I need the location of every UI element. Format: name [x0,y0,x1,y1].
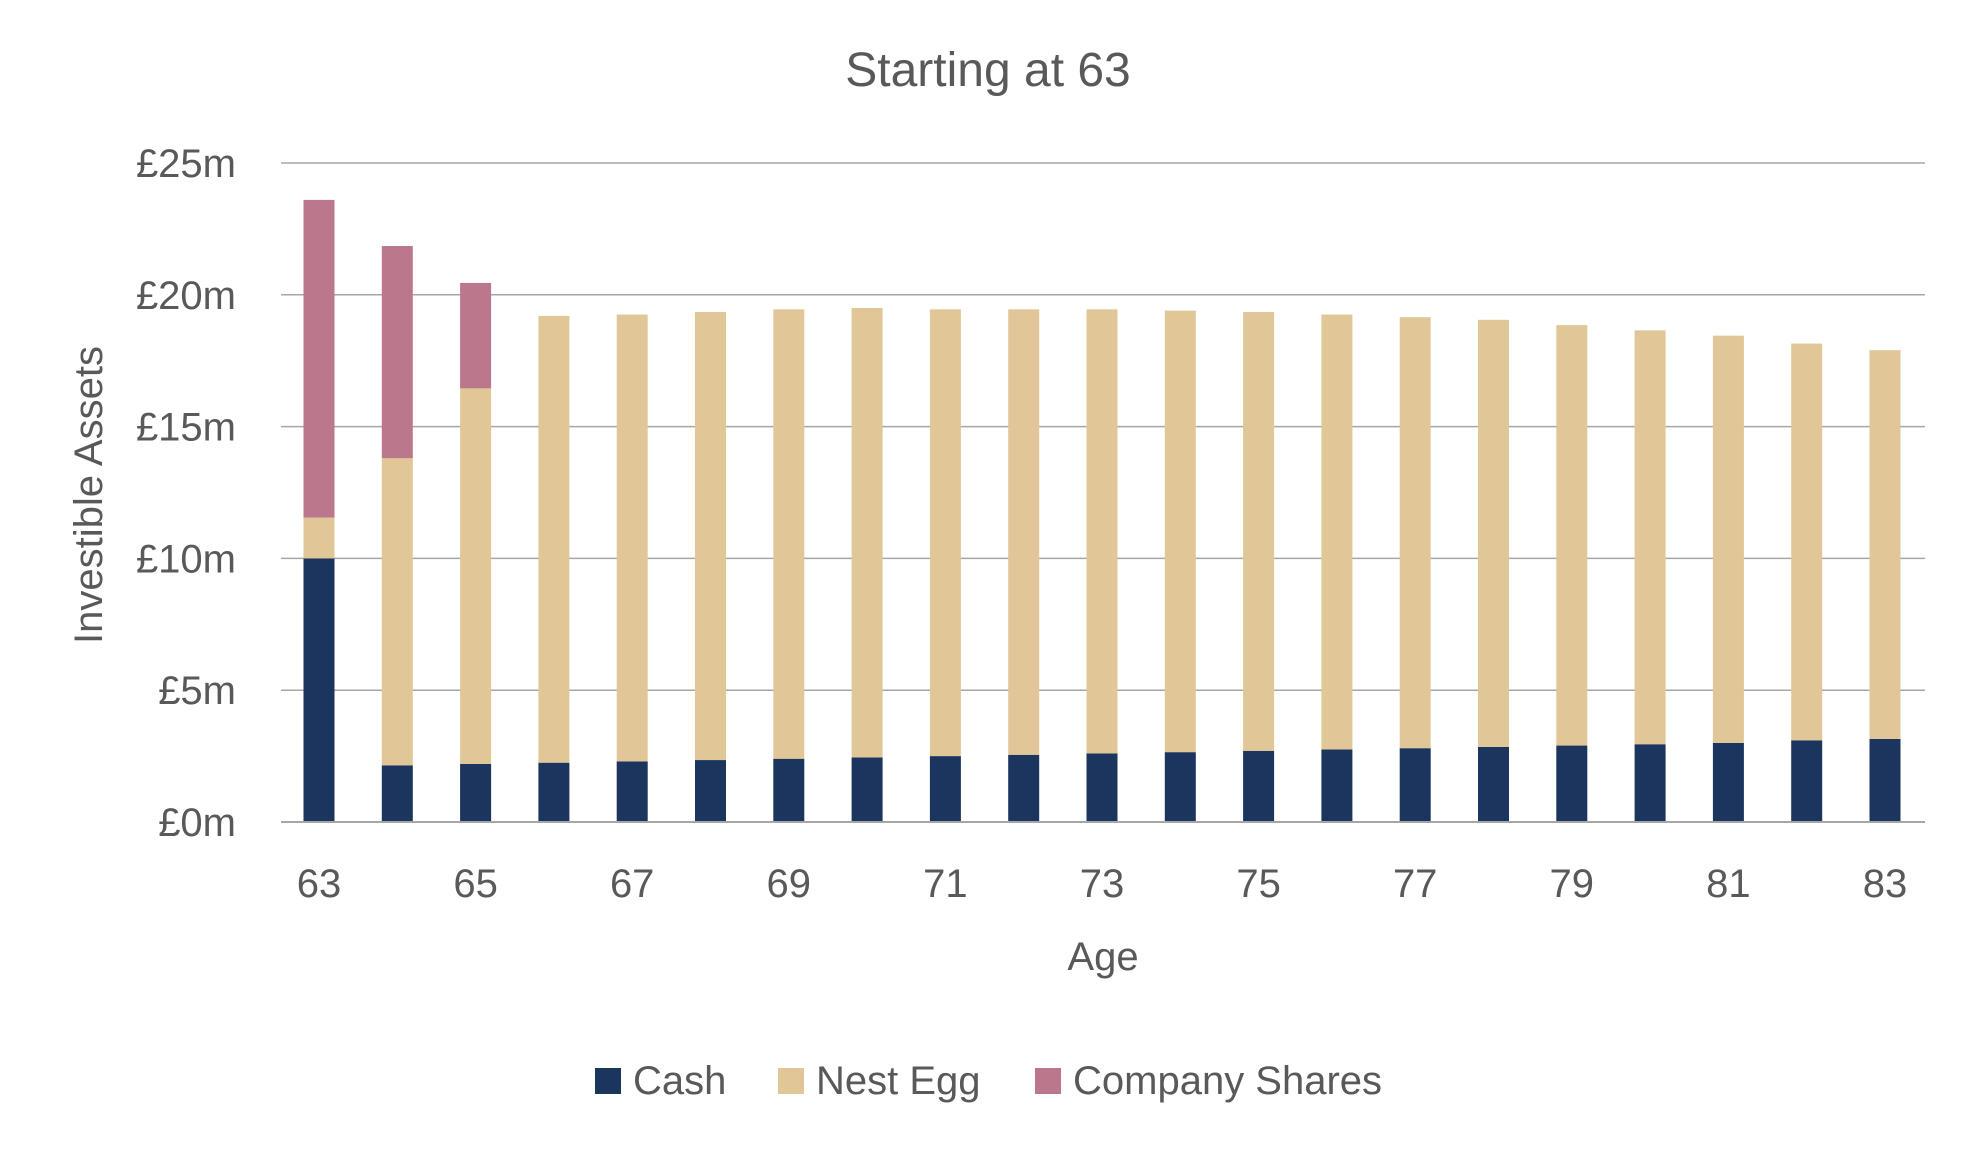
y-tick-label: £0m [158,801,236,845]
bar-cash-80 [1634,744,1666,822]
bar-cash-69 [773,758,805,822]
bar-nest-egg-70 [851,307,883,758]
bar-nest-egg-71 [929,309,961,757]
x-tick-label: 65 [453,862,498,906]
bar-cash-76 [1321,749,1353,822]
x-tick-label: 63 [297,862,342,906]
x-tick-label: 73 [1080,862,1125,906]
x-tick-label: 81 [1706,862,1751,906]
bar-nest-egg-82 [1791,343,1823,741]
x-tick-label: 79 [1550,862,1595,906]
y-tick-label: £5m [158,669,236,713]
legend-swatch-company-shares [1035,1068,1061,1094]
bar-nest-egg-63 [303,517,335,559]
bar-cash-79 [1556,745,1588,822]
chart-title: Starting at 63 [845,44,1131,97]
bar-nest-egg-72 [1008,309,1040,755]
legend-swatch-nest-egg [778,1068,804,1094]
bar-nest-egg-67 [616,314,648,762]
x-tick-label: 69 [767,862,812,906]
bars [303,199,1901,822]
y-tick-label: £25m [136,142,236,186]
y-tick-label: £10m [136,537,236,581]
legend-swatch-cash [595,1068,621,1094]
bar-nest-egg-69 [773,309,805,759]
x-axis-ticks: 63 65 67 69 71 73 75 77 79 81 83 [297,862,1908,906]
bar-cash-63 [303,558,335,822]
bar-nest-egg-64 [381,458,413,766]
bar-cash-67 [616,761,648,822]
bar-cash-70 [851,757,883,822]
x-axis-label: Age [1067,935,1138,979]
bar-cash-78 [1478,746,1509,822]
bar-nest-egg-79 [1556,325,1588,746]
x-tick-label: 77 [1393,862,1438,906]
bar-cash-68 [695,760,726,822]
bar-nest-egg-73 [1086,309,1118,754]
bar-cash-66 [538,762,570,822]
y-axis-ticks: £0m £5m £10m £15m £20m £25m [136,142,236,845]
bar-nest-egg-76 [1321,314,1353,750]
bar-nest-egg-68 [695,311,726,761]
y-axis-label: Investible Assets [67,346,111,644]
x-tick-label: 67 [610,862,655,906]
bar-nest-egg-77 [1399,317,1431,749]
bar-company-shares-64 [381,246,413,459]
bar-nest-egg-75 [1243,311,1275,751]
bar-nest-egg-65 [460,388,492,765]
bar-cash-81 [1712,742,1744,822]
bar-cash-82 [1791,740,1823,822]
legend-label: Company Shares [1073,1059,1382,1103]
y-tick-label: £20m [136,274,236,318]
x-tick-label: 71 [923,862,968,906]
bar-cash-75 [1243,750,1275,822]
x-tick-label: 75 [1236,862,1281,906]
bar-cash-77 [1399,748,1431,822]
bar-nest-egg-80 [1634,330,1666,745]
legend: Cash Nest Egg Company Shares [595,1059,1382,1103]
bar-cash-64 [381,765,413,822]
bar-nest-egg-66 [538,315,570,763]
bar-cash-83 [1869,738,1901,822]
bar-nest-egg-78 [1478,319,1509,747]
y-tick-label: £15m [136,406,236,450]
x-tick-label: 83 [1863,862,1908,906]
bar-nest-egg-81 [1712,335,1744,743]
legend-label: Nest Egg [816,1059,981,1103]
legend-label: Cash [633,1059,726,1103]
bar-company-shares-63 [303,199,335,518]
bar-cash-74 [1164,752,1196,822]
bar-nest-egg-83 [1869,350,1901,739]
bar-cash-65 [460,764,492,822]
bar-cash-71 [929,756,961,822]
bar-company-shares-65 [460,282,492,389]
bar-cash-73 [1086,753,1118,822]
bar-cash-72 [1008,754,1040,822]
bar-nest-egg-74 [1164,310,1196,753]
